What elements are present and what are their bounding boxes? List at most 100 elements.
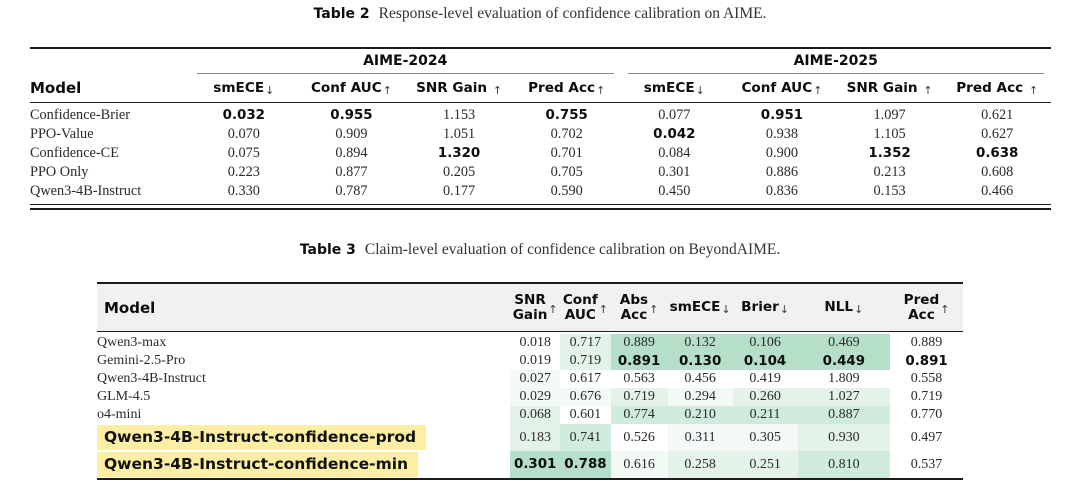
up-arrow-icon: ↑ xyxy=(492,84,503,97)
metric-value: 0.106 xyxy=(732,334,798,352)
model-cell: GLM-4.5 xyxy=(97,388,510,406)
metric-value: 1.809 xyxy=(828,371,860,386)
highlighted-model-name: Qwen3-4B-Instruct-confidence-min xyxy=(97,452,419,477)
down-arrow-icon: ↓ xyxy=(721,303,731,316)
col-label: SNR Gain xyxy=(846,80,918,96)
table2-top-rule xyxy=(30,47,1051,49)
metric-value: 0.068 xyxy=(510,406,561,424)
metric-value: 0.621 xyxy=(981,107,1014,123)
metric-value: 0.702 xyxy=(550,126,583,142)
metric-value: 0.223 xyxy=(227,164,260,180)
col-label: Acc xyxy=(908,306,935,323)
table2-col-predacc-2024: Pred Acc↑ xyxy=(513,80,621,97)
metric-value: 0.456 xyxy=(684,371,716,386)
metric-value: 0.449 xyxy=(797,352,891,370)
metric-value: 0.719 xyxy=(560,352,611,370)
col-label: Pred Acc xyxy=(956,80,1024,96)
model-name: o4-mini xyxy=(97,407,142,422)
metric-value: 0.301 xyxy=(658,164,691,180)
model-name: Qwen3-4B-Instruct xyxy=(97,371,206,386)
model-name: Confidence-CE xyxy=(30,145,119,161)
metric-value: 1.105 xyxy=(873,126,906,142)
table3-row: GLM-4.5 0.029 0.676 0.719 0.294 0.260 1.027 0.7… xyxy=(97,388,963,406)
table2-col-smece-2025: smECE↓ xyxy=(621,80,729,97)
table3-col-smece: smECE ↓ xyxy=(668,300,733,317)
table2-col-snrgain-2024: SNR Gain ↑ xyxy=(405,80,513,97)
table3-header-row: Model SNR Gain ↑ Conf AUC ↑ Abs Acc ↑ smECE… xyxy=(97,282,963,332)
metric-value: 1.352 xyxy=(868,146,911,161)
metric-value: 0.211 xyxy=(732,406,798,424)
model-cell: Gemini-2.5-Pro xyxy=(97,352,510,370)
metric-value: 0.719 xyxy=(610,388,668,406)
metric-value: 1.097 xyxy=(873,107,906,123)
metric-value: 0.018 xyxy=(519,335,551,350)
metric-value: 0.305 xyxy=(732,424,798,451)
metric-value: 0.132 xyxy=(667,334,733,352)
table2-col-confauc-2024: Conf AUC↑ xyxy=(298,80,406,97)
up-arrow-icon: ↑ xyxy=(548,303,558,316)
col-label: SNR Gain xyxy=(416,80,488,96)
metric-value: 0.213 xyxy=(873,164,906,180)
metric-value: 0.466 xyxy=(981,183,1014,199)
metric-value: 0.301 xyxy=(510,451,561,478)
metric-value: 0.701 xyxy=(550,145,583,161)
table3-row: Qwen3-max 0.018 0.717 0.889 0.132 0.106 0.469 0… xyxy=(97,334,963,352)
metric-value: 0.260 xyxy=(732,388,798,406)
metric-value: 0.877 xyxy=(335,164,368,180)
metric-value: 0.258 xyxy=(667,451,733,478)
metric-value: 0.810 xyxy=(797,451,891,478)
metric-value: 0.251 xyxy=(732,451,798,478)
metric-value: 0.029 xyxy=(510,388,561,406)
metric-value: 1.153 xyxy=(442,107,476,123)
table2-group-header-row: AIME-2024 AIME-2025 xyxy=(30,49,1051,74)
table3-model-header: Model xyxy=(104,298,156,317)
table3-row: Qwen3-4B-Instruct 0.027 0.617 0.563 0.456 0.4… xyxy=(97,370,963,388)
up-arrow-icon: ↑ xyxy=(596,84,606,97)
table3: Model SNR Gain ↑ Conf AUC ↑ Abs Acc ↑ smECE… xyxy=(97,282,963,480)
metric-value: 0.705 xyxy=(550,164,583,180)
up-arrow-icon: ↑ xyxy=(382,84,392,97)
table2-caption-label: Table 2 xyxy=(313,6,370,22)
metric-value: 0.032 xyxy=(222,108,265,123)
table3-caption-text: Claim-level evaluation of confidence cal… xyxy=(364,241,781,258)
model-name: Confidence-Brier xyxy=(30,107,131,123)
metric-value: 0.770 xyxy=(910,407,943,422)
metric-value: 0.019 xyxy=(519,353,551,368)
model-name: Qwen3-max xyxy=(97,335,167,350)
table3-col-nll: NLL ↓ xyxy=(798,299,891,317)
model-name: Qwen3-4B-Instruct xyxy=(30,183,142,199)
metric-value: 0.608 xyxy=(981,164,1014,180)
metric-value: 0.177 xyxy=(442,183,476,199)
col-label: NLL xyxy=(824,299,854,315)
table3-bottom-rule xyxy=(97,478,963,480)
table3-caption: Table 3 Claim-level evaluation of confide… xyxy=(0,241,1080,259)
col-label: Brier xyxy=(741,299,779,315)
table2-group-aime-2025: AIME-2025 xyxy=(627,53,1044,74)
down-arrow-icon: ↓ xyxy=(779,303,789,316)
metric-value: 0.891 xyxy=(905,353,948,369)
table2-col-predacc-2025: Pred Acc ↑ xyxy=(943,80,1051,97)
metric-value: 0.955 xyxy=(330,108,373,123)
metric-value: 0.891 xyxy=(610,352,668,370)
metric-value: 0.638 xyxy=(976,146,1019,161)
table2: AIME-2024 AIME-2025 Model smECE↓ Conf AU… xyxy=(30,47,1051,210)
col-label: smECE xyxy=(643,80,695,96)
metric-value: 0.558 xyxy=(910,371,943,386)
table2-row: PPO Only 0.223 0.877 0.205 0.705 0.301 0.886 0.… xyxy=(30,163,1051,182)
metric-value: 0.601 xyxy=(569,407,602,422)
model-cell: Qwen3-4B-Instruct-confidence-min xyxy=(97,451,510,478)
model-name: GLM-4.5 xyxy=(97,389,151,404)
table2-row: PPO-Value 0.070 0.909 1.051 0.702 0.042 0.938 1… xyxy=(30,125,1051,144)
model-cell: Qwen3-4B-Instruct-confidence-prod xyxy=(97,424,510,451)
metric-value: 0.887 xyxy=(797,406,891,424)
up-arrow-icon: ↑ xyxy=(649,303,659,316)
metric-value: 0.130 xyxy=(667,352,733,370)
metric-value: 0.774 xyxy=(610,406,668,424)
metric-value: 0.419 xyxy=(749,371,781,386)
metric-value: 0.563 xyxy=(623,371,655,386)
metric-value: 0.755 xyxy=(545,108,588,123)
table2-row: Confidence-Brier 0.032 0.955 1.153 0.755 0.07… xyxy=(30,106,1051,125)
metric-value: 0.676 xyxy=(560,388,611,406)
model-name: Gemini-2.5-Pro xyxy=(97,353,186,368)
